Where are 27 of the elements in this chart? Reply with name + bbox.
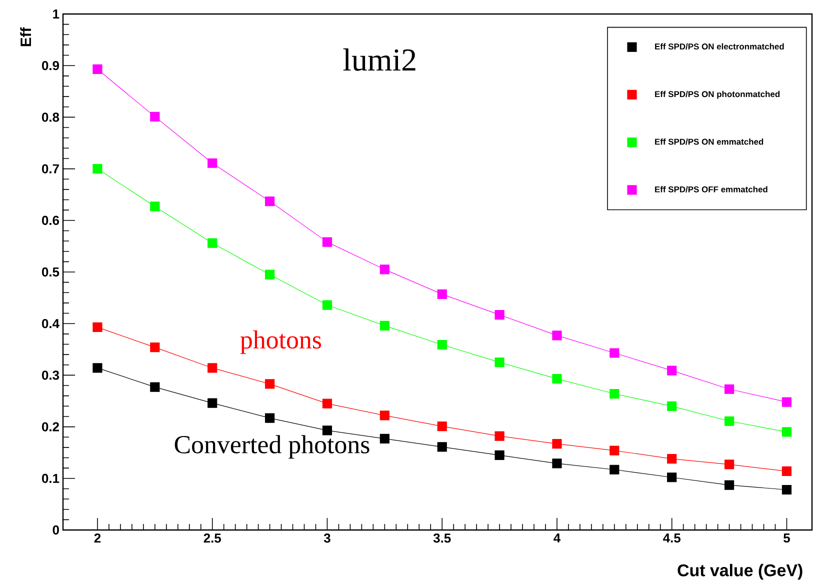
x-tick-label: 4.5	[663, 534, 680, 543]
y-tick-label: 0.4	[42, 319, 60, 328]
y-tick-label: 0.7	[42, 164, 59, 174]
y-tick-label: 0.9	[42, 61, 59, 70]
x-tick-label: 4	[554, 534, 561, 542]
y-tick-label: 0.6	[42, 216, 60, 225]
annotation: Converted photons	[174, 435, 370, 459]
y-tick-label: 0.8	[42, 112, 60, 122]
annotation: photons	[240, 330, 322, 354]
y-tick-label: 0.3	[42, 370, 60, 380]
x-tick-label: 2.5	[204, 534, 221, 543]
text: lumi2	[343, 48, 416, 71]
y-tick-label: 0.5	[42, 267, 60, 277]
y-tick-label: 1	[53, 10, 60, 18]
x-tick-label: 3.5	[433, 534, 451, 543]
legend-label: Eff SPD/PS ON emmatched	[655, 138, 764, 145]
x-tick-label: 2	[94, 534, 101, 543]
x-axis-title: Cut value (GeV)	[678, 564, 802, 580]
legend-label: Eff SPD/PS OFF emmatched	[655, 186, 768, 192]
y-tick-label: 0	[52, 525, 59, 535]
y-tick-label: 0.2	[42, 422, 59, 432]
y-tick-label: 0.1	[42, 474, 60, 483]
x-tick-label: 3	[324, 534, 330, 543]
x-tick-label: 5	[784, 534, 790, 543]
legend-label: Eff SPD/PS ON photonmatched	[655, 90, 780, 99]
legend-label: Eff SPD/PS ON electronmatched	[655, 43, 784, 50]
y-axis-title: Eff	[20, 27, 31, 46]
